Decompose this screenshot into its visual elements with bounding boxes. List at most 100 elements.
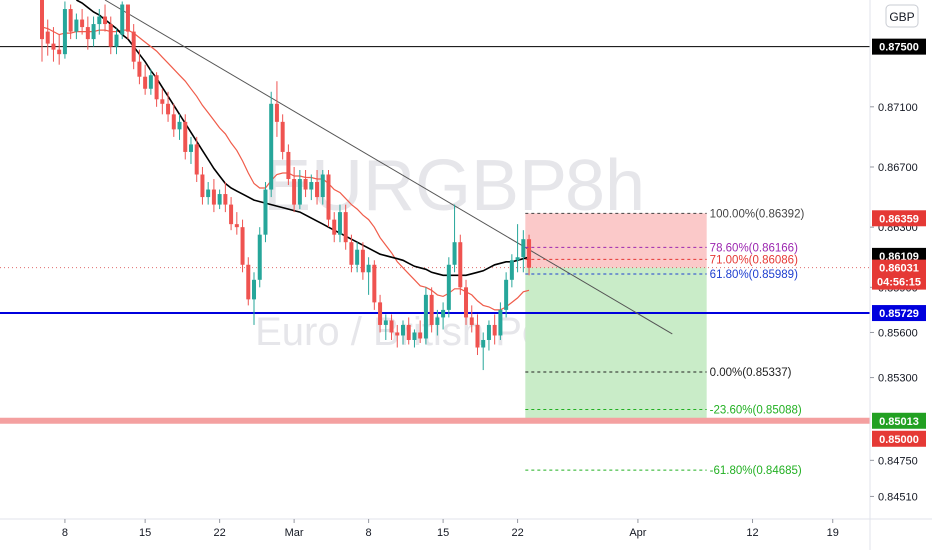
candle (68, 4, 73, 40)
candle (274, 81, 279, 137)
trendline (104, 0, 673, 335)
candle (91, 16, 96, 47)
candle (458, 234, 463, 295)
candle (217, 189, 222, 210)
candle-body (40, 0, 44, 40)
candle (246, 257, 251, 306)
candle-body (166, 103, 171, 115)
candle (383, 314, 388, 340)
candle (252, 272, 257, 325)
candle-body (148, 75, 153, 89)
candle-body (435, 317, 440, 325)
candle (332, 212, 337, 243)
price-label-bg (872, 430, 926, 447)
candle (360, 242, 365, 280)
candle (521, 230, 526, 273)
price-label-bg (872, 273, 926, 290)
candles (40, 0, 532, 371)
price-tick-label: 0.87100 (878, 102, 918, 114)
candle (120, 1, 125, 40)
candle (378, 294, 383, 333)
time-tick-label: 22 (511, 527, 523, 539)
candle-body (481, 339, 486, 348)
candle-body (441, 309, 446, 318)
candle (148, 69, 153, 95)
candle (366, 257, 371, 295)
candle (355, 242, 360, 273)
price-label-text: 0.85000 (879, 434, 919, 446)
candle (349, 234, 354, 273)
position-zones (525, 213, 707, 421)
currency-badge[interactable]: GBP (885, 4, 919, 28)
candle-body (280, 121, 285, 152)
candle-body (206, 189, 211, 198)
candle-body (521, 239, 526, 258)
candle (469, 305, 474, 333)
candle (400, 320, 405, 345)
candle-body (395, 332, 400, 336)
candle (389, 314, 394, 340)
price-label: 0.87500 (872, 38, 926, 55)
price-label: 0.85013 (872, 412, 926, 429)
candle (372, 260, 377, 310)
candle (515, 224, 520, 273)
candle-body (257, 234, 262, 280)
time-tick-label: 15 (139, 527, 151, 539)
candle-body (137, 61, 142, 77)
candle (481, 332, 486, 371)
price-label-text: 0.86031 (879, 263, 919, 275)
watermark-interval: 8h (565, 146, 645, 226)
candle-body (223, 194, 228, 205)
candle-body (229, 204, 234, 225)
candle-body (315, 182, 320, 198)
candle (131, 24, 136, 70)
candle-body (80, 19, 85, 28)
candle (114, 28, 119, 55)
candle (435, 309, 440, 336)
candle (257, 227, 262, 288)
candle-body (418, 332, 423, 339)
price-label: 0.86359 (872, 210, 926, 227)
stop-loss-zone (525, 213, 707, 268)
candle (234, 212, 239, 235)
fib-label: 61.80%(0.85989) (710, 269, 798, 281)
candle (171, 103, 176, 137)
candle-body (91, 24, 96, 40)
candle-body (171, 114, 176, 130)
price-label-text: 04:56:15 (877, 277, 921, 289)
time-tick-label: 8 (366, 527, 372, 539)
fib-label: -23.60%(0.85088) (710, 404, 802, 416)
candle-body (103, 16, 108, 25)
candle (223, 182, 228, 213)
candle-body (131, 31, 136, 62)
fib-label: 0.00%(0.85337) (710, 367, 792, 379)
price-label-bg (872, 259, 926, 276)
candle-body (464, 287, 469, 318)
candle-body (458, 242, 463, 288)
candle-body (337, 212, 342, 235)
candle-body (240, 227, 245, 265)
candle-body (429, 294, 434, 325)
candle (498, 302, 503, 340)
candle (160, 88, 165, 115)
candle-body (498, 309, 503, 336)
candle (492, 314, 497, 345)
price-label: 0.85000 (872, 430, 926, 447)
trendline-layer (104, 0, 673, 335)
fib-label: 100.00%(0.86392) (710, 208, 805, 220)
candle-body (263, 189, 268, 235)
price-tick-label: 0.84750 (878, 455, 918, 467)
candle (125, 4, 130, 40)
candle (297, 169, 302, 210)
candle-body (160, 99, 165, 104)
price-tick-label: 0.86700 (878, 162, 918, 174)
candle-body (492, 324, 497, 336)
price-label: 04:56:15 (872, 273, 926, 290)
candle-body (303, 179, 308, 190)
time-axis[interactable]: 8 15 22 Mar 8 15 22 Apr 12 19 (62, 519, 839, 539)
candle-body (62, 9, 67, 55)
candle (240, 219, 245, 273)
candle-body (234, 224, 239, 228)
